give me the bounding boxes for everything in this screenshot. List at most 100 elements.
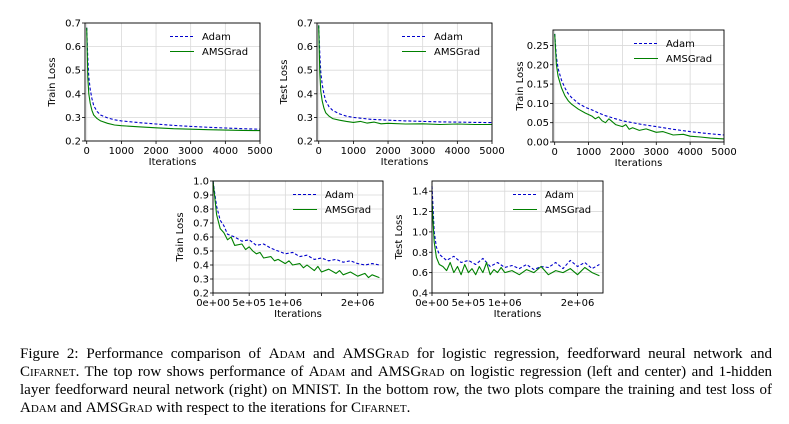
x-tick-label: 0 [552,147,558,158]
caption-body: Performance comparison of Adam and AMSGr… [20,346,772,416]
y-tick-label: 0.4 [412,289,428,300]
y-tick-label: 1.4 [412,187,428,198]
x-tick-label: 4000 [445,146,470,157]
x-tick-label: 3000 [410,146,435,157]
plot-frame [431,180,604,294]
caption-label: Figure 2: [20,346,79,362]
chart-train-loss-cifarnet: 0e+00 5e+05 1e+06 2e+06 0.2 0.3 0.4 0.5 0.6 0.7 0.… [175,177,384,320]
y-tick-label: 0.7 [297,19,313,30]
x-tick-label: 5e+05 [232,298,266,309]
x-axis-label: Iterations [381,157,429,168]
y-axis-label: Train Loss [515,61,526,111]
y-tick-label: 1.0 [412,227,428,238]
y-tick-label: 0.4 [297,89,313,100]
caption-text: . [406,400,411,416]
legend-label-adam: Adam [434,32,463,43]
y-tick-label: 0.20 [527,60,549,71]
y-tick-label: 0.3 [65,113,81,124]
y-tick-label: 0.7 [65,19,81,30]
y-tick-label: 0.6 [297,42,313,53]
x-tick-label: 2000 [143,146,168,157]
y-axis-label: Test Loss [394,215,405,261]
caption-method-name: AMSGrad [85,400,153,416]
caption-text: and [305,346,343,362]
y-tick-label: 0.9 [193,191,209,202]
caption-method-name: Adam [268,346,306,362]
caption-text: with respect to the iterations for [152,400,351,416]
y-axis-label: Train Loss [175,212,186,262]
chart-train-loss-logreg: 0 1000 2000 3000 4000 5000 0.2 0.3 0.4 0.5 0.6 0.7 I… [47,19,273,169]
y-tick-label: 0.6 [412,268,428,279]
figure-caption: Figure 2: Performance comparison of Adam… [20,345,772,417]
caption-text: for logistic regression, feedforward neu… [409,346,772,362]
series-line-amsgrad [554,33,725,140]
y-tick-label: 0.5 [297,66,313,77]
series-line-amsgrad [212,180,380,279]
caption-method-name: AMSGrad [342,346,410,362]
legend-label-amsgrad: AMSGrad [666,54,712,65]
x-tick-label: 4000 [677,147,702,158]
chart-train-loss-mnist-nn: 0 1000 2000 3000 4000 5000 0.00 0.05 0.10 0.15 0.2… [515,29,737,169]
caption-method-name: Adam [20,400,57,416]
caption-text: and [345,364,378,380]
y-tick-label: 0.7 [193,219,209,230]
y-tick-label: 0.5 [65,66,81,77]
legend-label-amsgrad: AMSGrad [545,205,591,216]
series-line-amsgrad [318,25,492,126]
x-tick-label: 4000 [213,146,238,157]
x-tick-label: 2e+06 [561,298,595,309]
y-tick-label: 0.2 [65,137,81,148]
x-tick-label: 1000 [109,146,134,157]
x-tick-label: 2000 [375,146,400,157]
y-tick-label: 0.05 [527,118,549,129]
y-tick-label: 0.4 [65,89,81,100]
x-tick-label: 2e+06 [341,298,375,309]
x-tick-label: 0e+00 [196,298,230,309]
series-line-adam [318,25,493,124]
series-line-adam [431,186,600,271]
x-tick-label: 0e+00 [415,298,449,309]
y-axis-label: Test Loss [279,60,290,106]
y-tick-label: 0.8 [193,205,209,216]
y-tick-label: 0.10 [527,99,549,110]
x-tick-label: 1e+06 [488,298,522,309]
x-axis-label: Iterations [274,309,322,320]
y-tick-label: 0.15 [527,80,549,91]
legend-label-adam: Adam [545,190,574,201]
x-tick-label: 3000 [644,147,669,158]
legend-label-amsgrad: AMSGrad [434,47,480,58]
y-tick-label: 0.8 [412,248,428,259]
series-line-adam [212,180,380,266]
x-tick-label: 5e+05 [452,298,486,309]
y-tick-label: 0.25 [527,41,549,52]
y-tick-label: 0.00 [527,138,549,149]
y-axis-label: Train Loss [47,57,58,107]
caption-method-name: Adam [308,364,346,380]
x-tick-label: 5000 [711,147,736,158]
y-tick-label: 1.2 [412,207,428,218]
x-axis-label: Iterations [615,158,663,169]
caption-method-name: Cifarnet [20,364,76,380]
legend-label-amsgrad: AMSGrad [202,47,248,58]
figure-panels: 0 1000 2000 3000 4000 5000 0.2 0.3 0.4 0.5 0.6 0.7 I… [47,19,737,321]
x-tick-label: 0 [84,146,90,157]
y-tick-label: 0.6 [193,233,209,244]
x-tick-label: 5000 [247,146,272,157]
y-tick-label: 0.6 [65,42,81,53]
y-tick-label: 1.0 [193,177,209,188]
x-tick-label: 1e+06 [269,298,303,309]
caption-method-name: AMSGrad [377,364,445,380]
plot-frame [316,22,493,142]
caption-text: on logistic regression (left and center)… [20,364,772,398]
plot-frame [212,180,384,294]
plot-area [317,23,492,141]
x-tick-label: 1000 [576,147,601,158]
caption-text: . The top row shows performance of [75,364,309,380]
caption-text: Performance comparison of [86,346,269,362]
x-tick-label: 0 [316,146,322,157]
series-line-adam [86,27,261,130]
series-line-amsgrad [86,27,261,132]
chart-test-loss-logreg: 0 1000 2000 3000 4000 5000 0.2 0.3 0.4 0.5 0.6 0.7 I… [279,19,505,169]
x-tick-label: 5000 [479,146,504,157]
legend-label-adam: Adam [666,39,695,50]
